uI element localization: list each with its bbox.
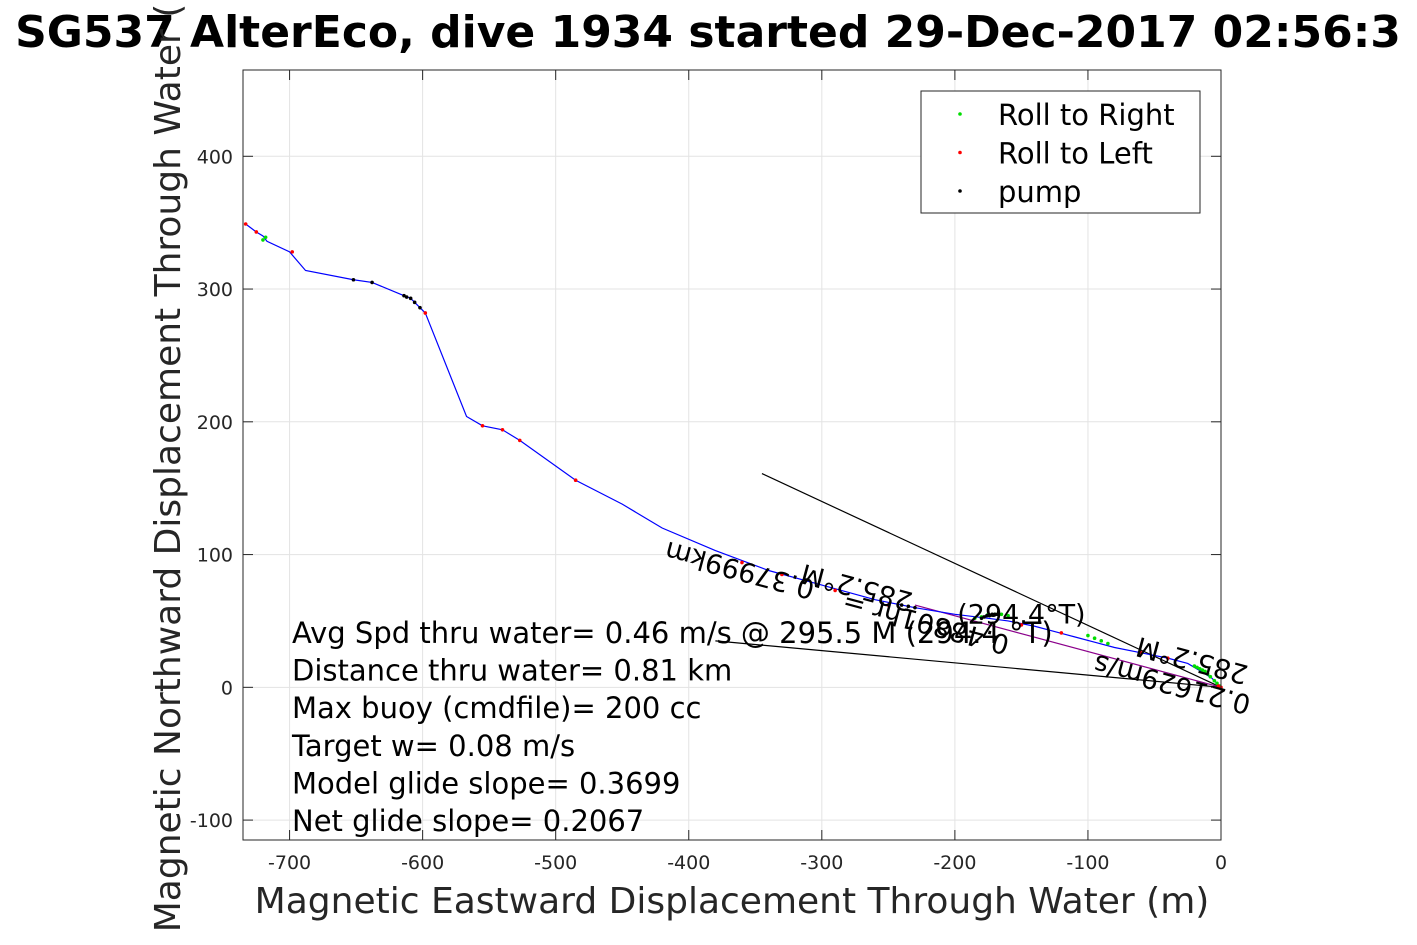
y-tick-label: 400 xyxy=(197,146,233,168)
pump-point xyxy=(412,300,417,305)
pump-point xyxy=(995,612,1000,617)
x-tick-label: -200 xyxy=(933,852,976,874)
roll-left-point xyxy=(517,438,522,443)
axis-ticks: -700 -600 -500 -400 -300 -200 -100 0 -100 0 100 200… xyxy=(190,70,1227,874)
annotation-block: Avg Spd thru water= 0.46 m/s @ 295.5 M (… xyxy=(291,616,1053,838)
roll-left-point xyxy=(290,250,295,254)
legend-marker xyxy=(958,112,962,116)
roll-left-point xyxy=(740,560,744,565)
pump-point xyxy=(351,277,356,282)
roll-left-point xyxy=(1059,631,1064,635)
roll-left-point xyxy=(780,572,784,577)
annotation-line: Net glide slope= 0.2067 xyxy=(292,804,644,838)
roll-left-point xyxy=(423,311,428,315)
pump-point xyxy=(979,616,984,621)
pump-point xyxy=(408,296,413,301)
x-tick-label: -400 xyxy=(667,852,710,874)
x-tick-label: -300 xyxy=(800,852,843,874)
vector-line xyxy=(761,473,1222,688)
roll-right-point xyxy=(1192,664,1197,668)
x-tick-label: 0 xyxy=(1215,852,1227,874)
x-tick-label: -700 xyxy=(268,852,311,874)
annotation-line: Distance thru water= 0.81 km xyxy=(292,654,732,688)
pump-point xyxy=(913,605,917,610)
pump-point xyxy=(404,295,409,299)
vector-line xyxy=(715,640,1222,688)
roll-right-point xyxy=(263,235,268,240)
roll-left-point xyxy=(1216,684,1221,688)
roll-right-point xyxy=(1006,613,1010,618)
y-tick-label: 200 xyxy=(197,412,233,434)
roll-right-point xyxy=(1092,636,1097,641)
roll-left-point xyxy=(1165,656,1170,660)
pump-point xyxy=(992,612,997,617)
roll-right-point xyxy=(1215,681,1219,686)
pump-point xyxy=(982,615,986,619)
roll-right-point xyxy=(1197,666,1202,671)
roll-right-point xyxy=(1195,665,1199,670)
data-series xyxy=(243,222,1223,690)
legend-box xyxy=(920,90,1201,214)
plot-frame xyxy=(242,69,1222,841)
pump-point xyxy=(985,613,989,618)
roll-left-point xyxy=(500,427,505,432)
annotation-line: Target w= 0.08 m/s xyxy=(291,729,575,763)
y-tick-label: -100 xyxy=(190,810,233,832)
roll-right-point xyxy=(1205,672,1210,676)
roll-left-point xyxy=(243,222,248,226)
roll-right-point xyxy=(1099,639,1104,643)
roll-right-point xyxy=(1106,641,1110,646)
y-tick-label: 0 xyxy=(221,677,233,699)
roll-right-point xyxy=(1208,674,1213,679)
x-tick-label: -500 xyxy=(534,852,577,874)
x-tick-label: -600 xyxy=(401,852,444,874)
pump-point xyxy=(418,305,422,310)
x-tick-label: -100 xyxy=(1066,852,1109,874)
annotation-line: Max buoy (cmdfile)= 200 cc xyxy=(292,691,701,725)
pump-point xyxy=(987,613,992,618)
pump-point xyxy=(906,604,911,609)
roll-left-point xyxy=(254,230,259,234)
pump-point xyxy=(370,280,374,285)
pump-point xyxy=(899,603,904,607)
y-axis-label: Magnetic Northward Displacement Through … xyxy=(148,4,189,933)
roll-right-point xyxy=(973,616,977,621)
y-tick-label: 300 xyxy=(197,279,233,301)
legend-label: pump xyxy=(998,175,1081,209)
track-line xyxy=(245,223,1222,688)
x-axis-label: Magnetic Eastward Displacement Through W… xyxy=(255,881,1210,922)
legend-label: Roll to Right xyxy=(998,98,1175,132)
roll-right-point xyxy=(1200,668,1205,672)
roll-left-point xyxy=(1019,623,1024,627)
roll-right-point xyxy=(261,238,265,242)
roll-left-point xyxy=(1139,651,1143,655)
roll-right-point xyxy=(1212,678,1217,683)
pump-point xyxy=(990,612,994,617)
roll-left-point xyxy=(833,588,837,593)
vector-label: (294.4°T) xyxy=(957,600,1085,631)
legend-label: Roll to Left xyxy=(998,137,1153,171)
roll-left-point xyxy=(573,478,578,483)
annotation-line: Model glide slope= 0.3699 xyxy=(292,766,680,800)
legend-marker xyxy=(958,150,962,155)
roll-right-point xyxy=(999,612,1004,617)
y-tick-label: 100 xyxy=(197,545,233,567)
roll-right-point xyxy=(1203,669,1207,674)
roll-left-point xyxy=(480,423,485,428)
roll-right-point xyxy=(1086,633,1090,638)
annotation-line: Avg Spd thru water= 0.46 m/s @ 295.5 M (… xyxy=(292,616,1053,650)
vector-line xyxy=(914,604,1222,688)
legend-marker xyxy=(958,189,962,193)
roll-left-point xyxy=(886,603,891,607)
pump-point xyxy=(402,293,406,298)
legend: Roll to Right Roll to Left pump xyxy=(920,90,1201,214)
chart-title: SG537 AlterEco, dive 1934 started 29-Dec… xyxy=(15,7,1401,58)
